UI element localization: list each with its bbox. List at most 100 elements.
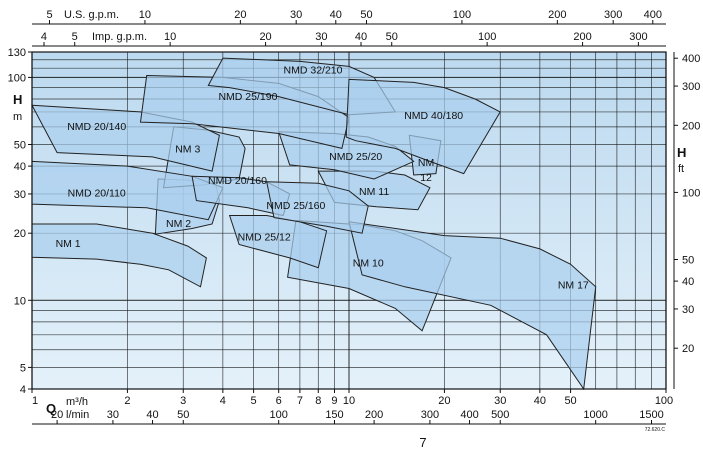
h-m-axis-tick-label: 40	[14, 161, 26, 173]
series-label: NM 2	[166, 218, 191, 230]
impgpm-axis-tick-label: 200	[573, 31, 591, 43]
h-ft-axis-unit: ft	[678, 163, 684, 175]
h-m-axis-tick-label: 50	[14, 139, 26, 151]
series-label: NMD 32/210	[284, 65, 343, 77]
series-label: NMD 25/160	[266, 200, 325, 212]
q-axis-tick-label: 50	[564, 395, 576, 407]
impgpm-axis-tick-label: 5	[72, 31, 78, 43]
series-label: NMD 25/20	[329, 151, 382, 163]
q-axis-unit: m³/h	[66, 396, 88, 408]
lmin-axis-tick-label: 1500	[639, 409, 663, 421]
impgpm-axis-tick-label: 100	[478, 31, 496, 43]
series-label-line: NMD 20/140	[67, 121, 126, 133]
h-ft-axis-tick-label: 30	[682, 304, 694, 316]
series-label-line: NM 1	[56, 238, 81, 250]
impgpm-axis-tick-label: 300	[629, 31, 647, 43]
lmin-axis-tick-label: 300	[421, 409, 439, 421]
h-ft-axis-tick-label: 20	[682, 343, 694, 355]
usgpm-axis-tick-label: 5	[46, 9, 52, 21]
series-label-line: NMD 25/12	[238, 232, 291, 244]
q-axis-tick-label: 8	[315, 395, 321, 407]
h-m-axis-symbol: H	[13, 92, 22, 107]
series-label-line: 12	[420, 172, 432, 184]
series-label: NMD 20/110	[68, 188, 126, 200]
usgpm-axis-tick-label: 50	[360, 9, 372, 21]
usgpm-axis-tick-label: 20	[234, 9, 246, 21]
series-label-line: NMD 20/160	[208, 175, 267, 187]
usgpm-axis-tick-label: 400	[644, 9, 662, 21]
h-ft-axis-tick-label: 400	[682, 53, 700, 65]
impgpm-axis-tick-label: 10	[164, 31, 176, 43]
usgpm-axis-unit: U.S. g.p.m.	[64, 9, 119, 21]
series-label: NM 17	[558, 279, 589, 291]
series-label-line: NM 2	[166, 218, 191, 230]
region-nm-1	[31, 223, 207, 288]
series-label: NMD 25/190	[218, 91, 277, 103]
series-label: NMD 40/180	[404, 110, 463, 122]
region-labels-layer: NM 1 NM 2 NM 3 NM 10 NM 11 NM 12 NM 17 NMD 20/11…	[56, 65, 589, 292]
series-label-line: NMD 25/190	[218, 91, 277, 103]
q-axis-tick-label: 5	[251, 395, 257, 407]
h-m-axis-unit: m	[13, 111, 22, 123]
lmin-axis-tick-label: 50	[177, 409, 189, 421]
q-axis-tick-label: 2	[124, 395, 130, 407]
reference-code: 72.620.C	[645, 427, 666, 433]
h-m-axis-tick-label: 130	[8, 47, 26, 59]
series-label: NM 1	[56, 238, 81, 250]
lmin-axis-tick-label: 200	[365, 409, 383, 421]
series-label: NM 12	[418, 157, 434, 184]
h-m-axis-tick-label: 10	[14, 295, 26, 307]
series-label-line: NMD 20/110	[68, 188, 126, 200]
h-m-axis-tick-label: 20	[14, 228, 26, 240]
series-label-line: NMD 25/160	[266, 200, 325, 212]
h-ft-axis-symbol: H	[677, 145, 686, 160]
h-ft-axis-tick-label: 300	[682, 81, 700, 93]
page-number: 7	[419, 435, 426, 449]
h-ft-axis-tick-label: 40	[682, 276, 694, 288]
series-label: NM 11	[359, 186, 389, 198]
usgpm-axis-tick-label: 10	[139, 9, 151, 21]
usgpm-axis-tick-label: 30	[290, 9, 302, 21]
series-label-line: NM 10	[353, 257, 384, 269]
lmin-axis-tick-label: 30	[107, 409, 119, 421]
h-m-axis-tick-label: 30	[14, 189, 26, 201]
lmin-axis-tick-label: 100	[269, 409, 287, 421]
q-axis-tick-label: 4	[220, 395, 226, 407]
impgpm-axis-tick-label: 50	[386, 31, 398, 43]
series-label: NMD 20/140	[67, 121, 126, 133]
usgpm-axis-tick-label: 100	[453, 9, 471, 21]
q-axis-tick-label: 30	[494, 395, 506, 407]
q-axis-tick-label: 6	[276, 395, 282, 407]
q-axis-tick-label: 9	[331, 395, 337, 407]
q-axis-tick-label: 10	[343, 395, 355, 407]
impgpm-axis-tick-label: 30	[315, 31, 327, 43]
series-label-line: NMD 32/210	[284, 65, 343, 77]
q-axis-tick-label: 7	[297, 395, 303, 407]
lmin-axis-tick-label: 500	[491, 409, 509, 421]
usgpm-axis-tick-label: 300	[604, 9, 622, 21]
h-m-axis-tick-label: 4	[20, 384, 26, 396]
series-label-line: NM 17	[558, 279, 589, 291]
q-axis-tick-label: 1	[32, 395, 38, 407]
region-nmd-25-160	[266, 181, 369, 234]
series-label-line: NM 11	[359, 186, 389, 198]
series-layer	[31, 57, 597, 391]
series-label: NMD 25/12	[238, 232, 291, 244]
lmin-axis-tick-label: 1000	[583, 409, 607, 421]
lmin-axis-tick-label: 150	[325, 409, 343, 421]
h-m-axis-tick-label: 5	[20, 362, 26, 374]
impgpm-axis-tick-label: 4	[41, 31, 47, 43]
h-ft-axis-tick-label: 100	[682, 187, 700, 199]
q-axis-symbol: Q	[46, 401, 56, 416]
series-label-line: NM 3	[175, 144, 200, 156]
series-label: NM 10	[353, 257, 384, 269]
impgpm-axis-tick-label: 20	[259, 31, 271, 43]
h-ft-axis-tick-label: 50	[682, 255, 694, 267]
series-label-line: NM	[418, 157, 434, 169]
q-axis-tick-label: 100	[655, 395, 673, 407]
lmin-axis-tick-label: 40	[146, 409, 158, 421]
series-label-line: NMD 25/20	[329, 151, 382, 163]
lmin-axis-tick-label: 400	[460, 409, 478, 421]
